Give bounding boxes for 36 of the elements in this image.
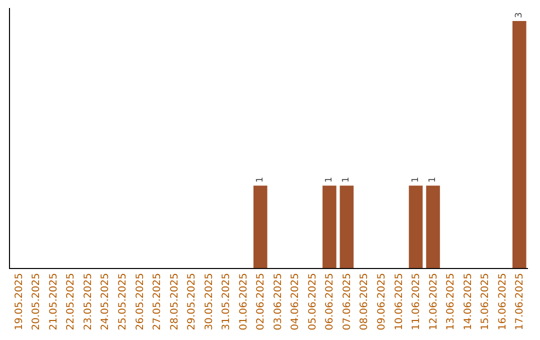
x-tick-label: 10.06.2025: [394, 273, 405, 330]
data-label: 3: [514, 12, 524, 18]
x-tick-label: 23.05.2025: [82, 273, 94, 330]
x-tick-label: 11.06.2025: [411, 273, 422, 330]
x-tick-label: 09.06.2025: [376, 273, 388, 330]
x-tick-label: 16.06.2025: [497, 273, 508, 330]
x-tick-label: 24.05.2025: [100, 273, 112, 330]
x-tick-label: 14.06.2025: [462, 273, 474, 330]
x-tick-label: 12.06.2025: [428, 273, 440, 330]
x-tick-label: 13.06.2025: [446, 273, 457, 330]
x-tick-label: 19.05.2025: [14, 273, 25, 330]
x-tick-label: 27.05.2025: [152, 273, 164, 330]
x-tick-label: 06.06.2025: [324, 273, 336, 330]
x-tick-label: 20.05.2025: [31, 273, 42, 330]
x-tick-label: 03.06.2025: [272, 273, 284, 330]
data-label: 1: [324, 176, 334, 183]
data-label: 1: [410, 176, 421, 183]
x-tick-label: 30.05.2025: [204, 273, 215, 330]
x-tick-label: 31.05.2025: [221, 273, 232, 330]
data-label: 1: [255, 176, 266, 183]
x-tick-label: 04.06.2025: [290, 273, 302, 330]
x-tick-label: 25.05.2025: [117, 273, 128, 330]
x-tick-label: 07.06.2025: [342, 273, 353, 330]
x-tick-label: 17.06.2025: [514, 273, 526, 330]
x-tick-label: 05.06.2025: [307, 273, 318, 330]
data-label: 1: [428, 176, 438, 183]
x-tick-label: 28.05.2025: [169, 273, 180, 330]
x-tick-label: 22.05.2025: [66, 273, 77, 330]
x-tick-label: 15.06.2025: [480, 273, 492, 330]
data-label: 1: [342, 176, 352, 183]
x-tick-label: 08.06.2025: [359, 273, 370, 330]
x-tick-label: 21.05.2025: [48, 273, 60, 330]
x-tick-label: 26.05.2025: [134, 273, 146, 330]
x-tick-label: 02.06.2025: [256, 273, 267, 330]
x-tick-label: 01.06.2025: [238, 273, 250, 330]
x-tick-label: 29.05.2025: [186, 273, 198, 330]
